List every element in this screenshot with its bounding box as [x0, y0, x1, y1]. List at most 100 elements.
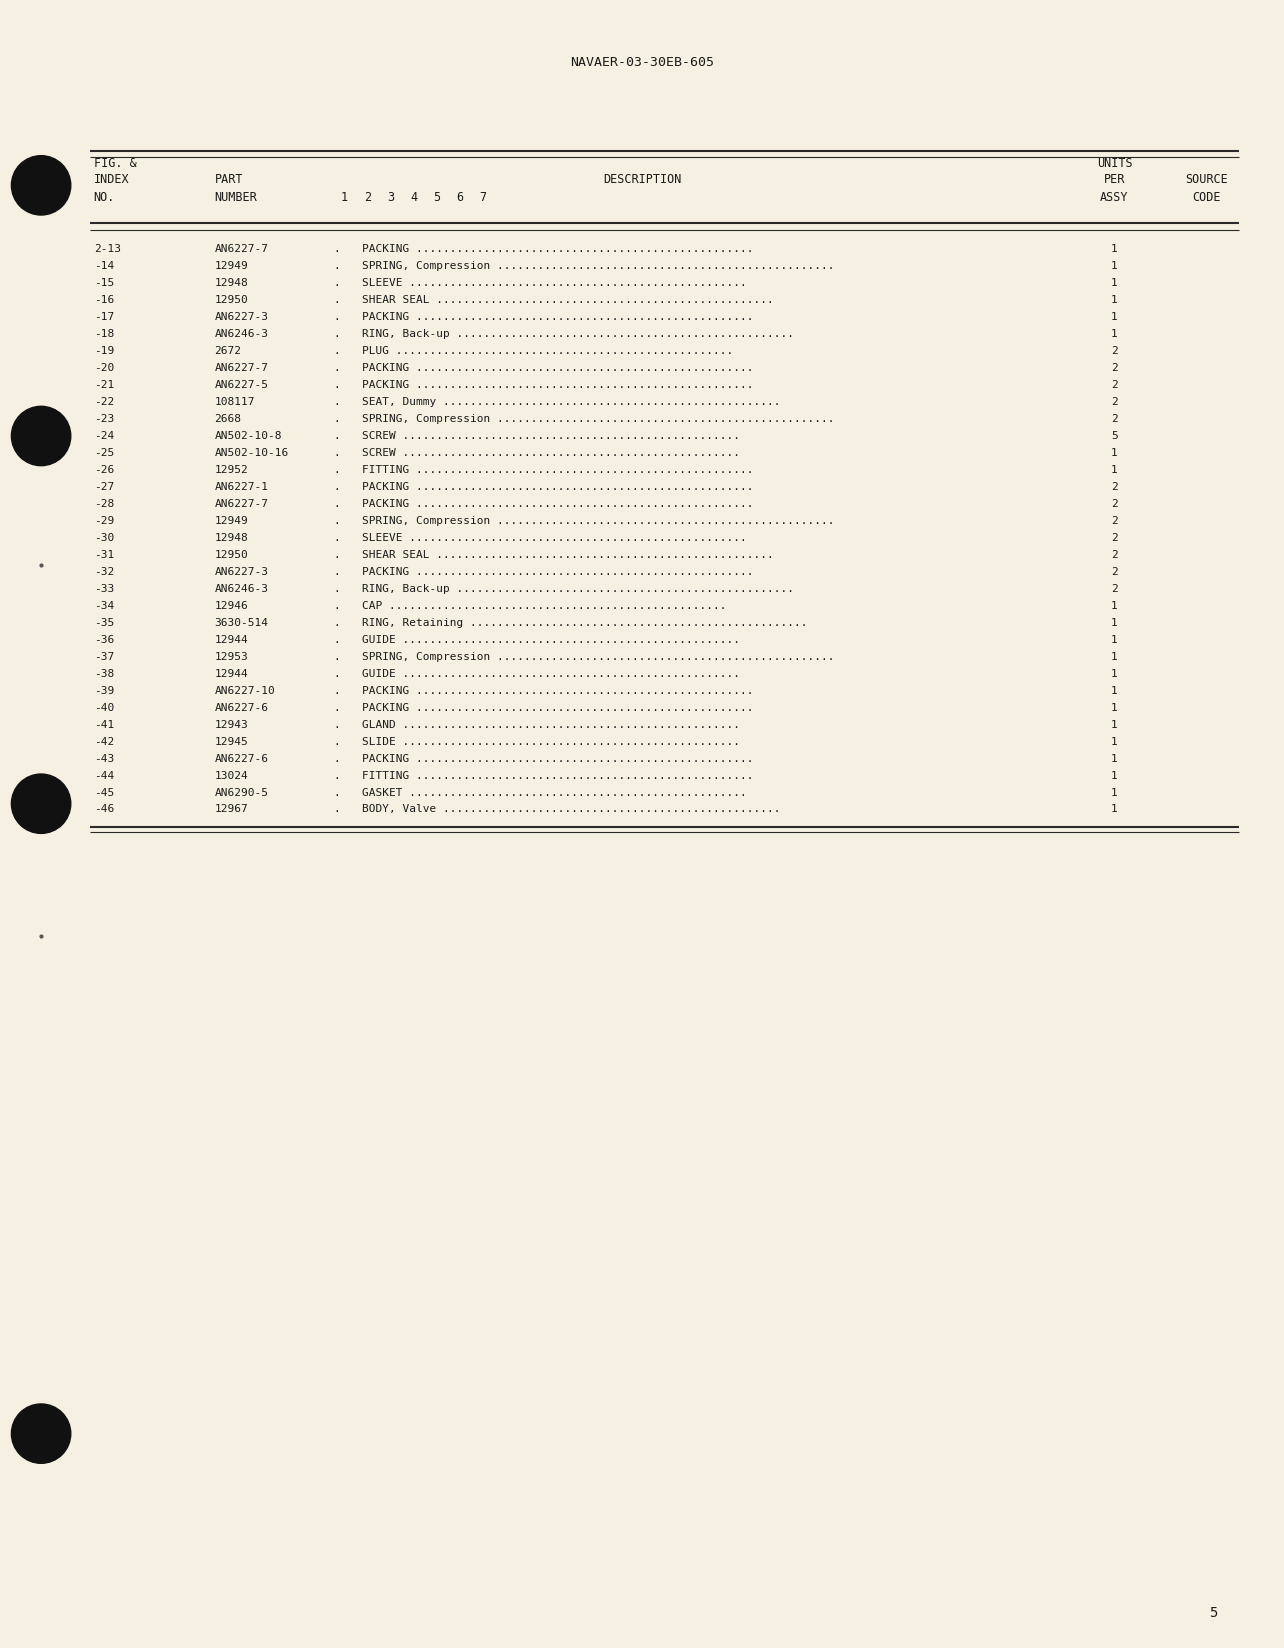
Text: 108117: 108117: [214, 397, 256, 407]
Ellipse shape: [12, 157, 71, 216]
Text: UNITS: UNITS: [1097, 157, 1132, 170]
Text: PACKING ..................................................: PACKING ................................…: [362, 481, 754, 491]
Text: -42: -42: [94, 737, 114, 747]
Text: -30: -30: [94, 532, 114, 542]
Text: SPRING, Compression ..................................................: SPRING, Compression ....................…: [362, 414, 835, 424]
Text: -22: -22: [94, 397, 114, 407]
Text: 2668: 2668: [214, 414, 241, 424]
Text: 5: 5: [1111, 430, 1118, 440]
Text: .: .: [333, 244, 340, 254]
Text: CODE: CODE: [1193, 191, 1221, 204]
Text: 1: 1: [1111, 788, 1118, 798]
Text: FITTING ..................................................: FITTING ................................…: [362, 465, 754, 475]
Text: .: .: [333, 465, 340, 475]
Text: 1: 1: [1111, 702, 1118, 712]
Text: PLUG ..................................................: PLUG ...................................…: [362, 346, 733, 356]
Text: -41: -41: [94, 719, 114, 728]
Text: .: .: [333, 311, 340, 321]
Text: SHEAR SEAL ..................................................: SHEAR SEAL .............................…: [362, 549, 774, 559]
Text: 13024: 13024: [214, 770, 248, 780]
Text: -45: -45: [94, 788, 114, 798]
Text: .: .: [333, 667, 340, 679]
Text: .: .: [333, 414, 340, 424]
Text: AN6227-7: AN6227-7: [214, 498, 268, 509]
Ellipse shape: [12, 775, 71, 834]
Text: AN6227-3: AN6227-3: [214, 567, 268, 577]
Text: 2672: 2672: [214, 346, 241, 356]
Text: 2: 2: [1111, 346, 1118, 356]
Text: .: .: [333, 328, 340, 339]
Text: 12952: 12952: [214, 465, 248, 475]
Text: FITTING ..................................................: FITTING ................................…: [362, 770, 754, 780]
Text: 2: 2: [1111, 481, 1118, 491]
Text: -39: -39: [94, 686, 114, 695]
Text: .: .: [333, 295, 340, 305]
Text: 1: 1: [1111, 311, 1118, 321]
Text: SPRING, Compression ..................................................: SPRING, Compression ....................…: [362, 516, 835, 526]
Text: 1: 1: [1111, 719, 1118, 728]
Text: PACKING ..................................................: PACKING ................................…: [362, 498, 754, 509]
Text: GUIDE ..................................................: GUIDE ..................................…: [362, 667, 740, 679]
Text: -35: -35: [94, 618, 114, 628]
Text: SLEEVE ..................................................: SLEEVE .................................…: [362, 532, 747, 542]
Text: PACKING ..................................................: PACKING ................................…: [362, 244, 754, 254]
Text: 1: 1: [1111, 686, 1118, 695]
Text: -19: -19: [94, 346, 114, 356]
Text: 3630-514: 3630-514: [214, 618, 268, 628]
Text: -23: -23: [94, 414, 114, 424]
Text: -27: -27: [94, 481, 114, 491]
Text: 12950: 12950: [214, 549, 248, 559]
Text: 2: 2: [1111, 549, 1118, 559]
Text: SPRING, Compression ..................................................: SPRING, Compression ....................…: [362, 651, 835, 661]
Text: 2: 2: [1111, 397, 1118, 407]
Text: 2: 2: [1111, 498, 1118, 509]
Text: -24: -24: [94, 430, 114, 440]
Text: 1: 1: [1111, 667, 1118, 679]
Text: SEAT, Dummy ..................................................: SEAT, Dummy ............................…: [362, 397, 781, 407]
Text: -15: -15: [94, 279, 114, 288]
Text: -17: -17: [94, 311, 114, 321]
Text: .: .: [333, 363, 340, 372]
Text: 12948: 12948: [214, 279, 248, 288]
Text: .: .: [333, 397, 340, 407]
Text: 1: 1: [1111, 770, 1118, 780]
Text: SLEEVE ..................................................: SLEEVE .................................…: [362, 279, 747, 288]
Text: -21: -21: [94, 379, 114, 389]
Text: -26: -26: [94, 465, 114, 475]
Text: CAP ..................................................: CAP ....................................…: [362, 600, 727, 610]
Text: RING, Retaining ..................................................: RING, Retaining ........................…: [362, 618, 808, 628]
Text: .: .: [333, 634, 340, 644]
Text: PACKING ..................................................: PACKING ................................…: [362, 311, 754, 321]
Text: 1: 1: [1111, 295, 1118, 305]
Text: AN6227-7: AN6227-7: [214, 363, 268, 372]
Text: .: .: [333, 651, 340, 661]
Text: AN6227-7: AN6227-7: [214, 244, 268, 254]
Text: 12943: 12943: [214, 719, 248, 728]
Text: -18: -18: [94, 328, 114, 339]
Text: AN6227-6: AN6227-6: [214, 753, 268, 763]
Ellipse shape: [12, 1404, 71, 1463]
Text: 12948: 12948: [214, 532, 248, 542]
Text: .: .: [333, 567, 340, 577]
Text: .: .: [333, 804, 340, 814]
Text: .: .: [333, 753, 340, 763]
Text: -40: -40: [94, 702, 114, 712]
Text: FIG. &: FIG. &: [94, 157, 136, 170]
Text: PACKING ..................................................: PACKING ................................…: [362, 567, 754, 577]
Text: INDEX: INDEX: [94, 173, 130, 186]
Text: .: .: [333, 346, 340, 356]
Text: .: .: [333, 498, 340, 509]
Text: -16: -16: [94, 295, 114, 305]
Text: 2: 2: [1111, 567, 1118, 577]
Text: .: .: [333, 686, 340, 695]
Text: -34: -34: [94, 600, 114, 610]
Text: 1: 1: [1111, 600, 1118, 610]
Text: 12944: 12944: [214, 634, 248, 644]
Text: -46: -46: [94, 804, 114, 814]
Text: 1: 1: [1111, 465, 1118, 475]
Text: -37: -37: [94, 651, 114, 661]
Text: .: .: [333, 549, 340, 559]
Text: AN6227-1: AN6227-1: [214, 481, 268, 491]
Text: 2: 2: [1111, 583, 1118, 593]
Text: 3: 3: [386, 191, 394, 204]
